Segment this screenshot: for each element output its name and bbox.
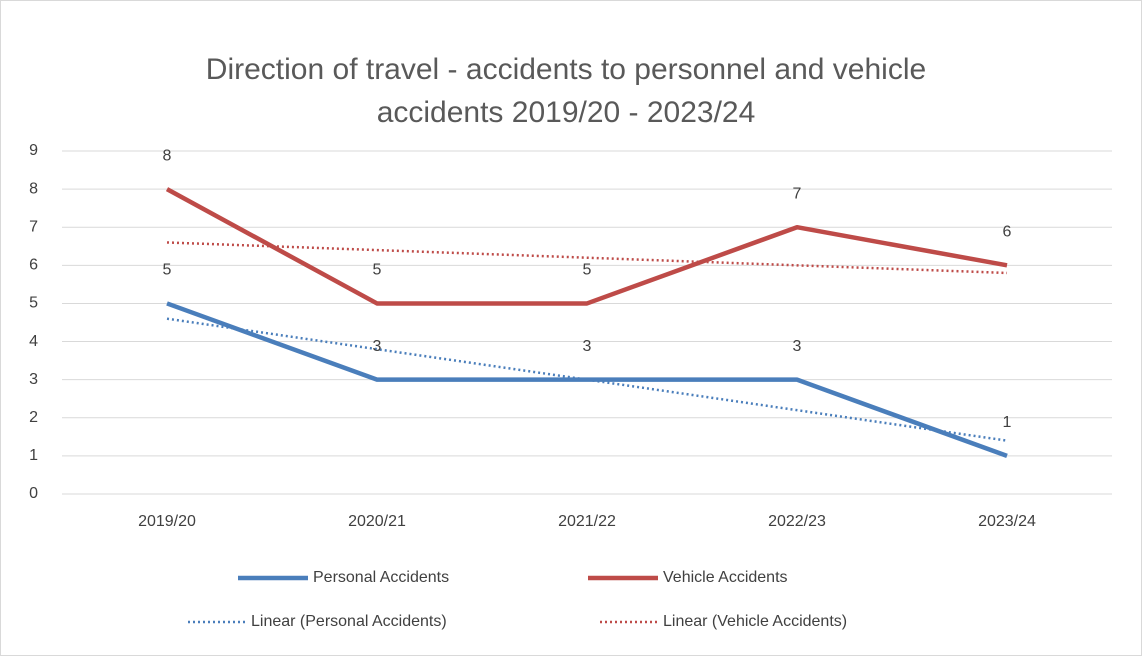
legend-label: Linear (Vehicle Accidents)	[663, 613, 847, 630]
data-label: 6	[1003, 224, 1012, 241]
y-tick-label: 2	[29, 409, 38, 426]
y-tick-label: 3	[29, 371, 38, 388]
y-tick-label: 6	[29, 257, 38, 274]
legend-label: Vehicle Accidents	[663, 569, 788, 586]
data-label: 1	[1003, 414, 1012, 431]
legend-label: Linear (Personal Accidents)	[251, 613, 447, 630]
y-tick-label: 8	[29, 180, 38, 197]
data-label: 5	[583, 262, 592, 279]
data-label: 5	[373, 262, 382, 279]
y-tick-label: 5	[29, 295, 38, 312]
series-line	[165, 187, 1008, 306]
y-tick-label: 1	[29, 447, 38, 464]
data-label: 7	[793, 185, 802, 202]
x-tick-label: 2023/24	[978, 513, 1036, 530]
trend-line	[166, 241, 1008, 275]
x-tick-label: 2019/20	[138, 513, 196, 530]
x-tick-label: 2022/23	[768, 513, 826, 530]
series-line	[166, 301, 1008, 459]
data-label: 8	[163, 147, 172, 164]
y-tick-label: 7	[29, 218, 38, 235]
data-label: 5	[163, 262, 172, 279]
y-tick-label: 0	[29, 485, 38, 502]
data-label: 3	[583, 338, 592, 355]
y-tick-label: 9	[29, 142, 38, 159]
x-tick-label: 2020/21	[348, 513, 406, 530]
chart-title: accidents 2019/20 - 2023/24	[377, 96, 756, 129]
legend-label: Personal Accidents	[313, 569, 449, 586]
data-label: 3	[373, 338, 382, 355]
data-label: 3	[793, 338, 802, 355]
chart-title: Direction of travel - accidents to perso…	[206, 53, 926, 86]
trend-line	[166, 317, 1008, 442]
x-tick-label: 2021/22	[558, 513, 616, 530]
y-tick-label: 4	[29, 333, 38, 350]
